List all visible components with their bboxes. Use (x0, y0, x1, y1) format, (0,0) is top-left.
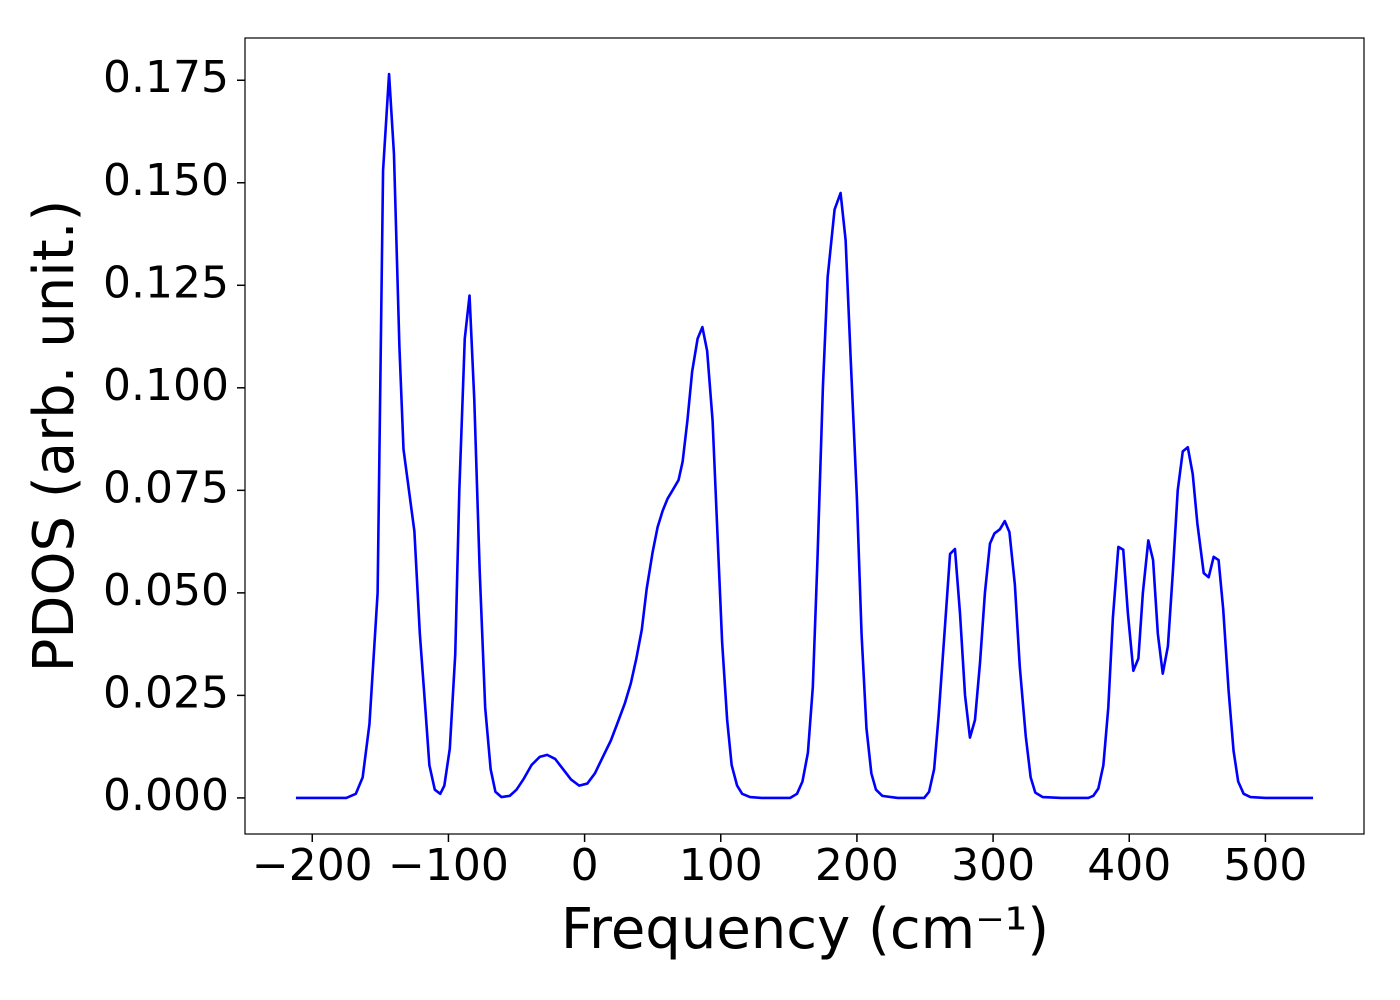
y-tick-label: 0.150 (103, 155, 229, 206)
x-tick-label: −100 (388, 840, 509, 891)
x-tick-label: 0 (571, 840, 599, 891)
y-tick-label: 0.000 (103, 770, 229, 821)
x-axis-label: Frequency (cm⁻¹) (561, 897, 1049, 962)
y-tick-label: 0.025 (103, 667, 229, 718)
y-tick-label: 0.050 (103, 565, 229, 616)
x-tick-label: −200 (252, 840, 373, 891)
y-tick-label: 0.175 (103, 52, 229, 103)
y-tick-label: 0.075 (103, 462, 229, 513)
y-tick-label: 0.100 (103, 360, 229, 411)
x-tick-label: 300 (951, 840, 1035, 891)
data-line (295, 72, 1314, 800)
y-axis-label: PDOS (arb. unit.) (22, 200, 87, 673)
x-tick-label: 100 (679, 840, 763, 891)
y-tick-label: 0.125 (103, 257, 229, 308)
plot-frame (244, 37, 1365, 835)
x-tick-label: 400 (1087, 840, 1171, 891)
x-tick-label: 500 (1223, 840, 1307, 891)
x-tick-label: 200 (815, 840, 899, 891)
